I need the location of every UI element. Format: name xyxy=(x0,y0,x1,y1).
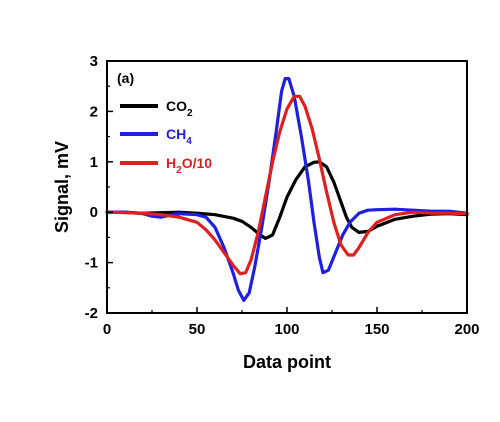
x-tick-label-1: 50 xyxy=(189,321,206,338)
legend-label-main-1: CH xyxy=(166,126,186,142)
y-axis-title: Signal, mV xyxy=(52,141,72,233)
panel-label: (a) xyxy=(117,70,134,86)
legend-label-tail-2: O/10 xyxy=(182,155,213,171)
y-tick-label-4: 2 xyxy=(90,103,98,120)
legend-label-main-2: H xyxy=(166,155,176,171)
legend-label-1: CH4 xyxy=(166,126,192,147)
ticks-layer xyxy=(106,60,468,314)
y-tick-label-2: 0 xyxy=(90,204,98,221)
series-line-0 xyxy=(105,160,469,240)
legend-label-sub-0: 2 xyxy=(187,108,193,119)
x-tick-label-3: 150 xyxy=(364,321,389,338)
series-line-1 xyxy=(105,77,469,302)
y-tick-label-3: 1 xyxy=(90,154,98,171)
legend-label-sub-1: 4 xyxy=(186,136,192,147)
y-tick-label-0: -2 xyxy=(85,305,98,322)
y-tick-label-5: 3 xyxy=(90,53,98,70)
legend-label-sub-2: 2 xyxy=(176,165,182,176)
x-axis-title: Data point xyxy=(243,352,331,372)
legend-label-0: CO2 xyxy=(166,98,193,119)
x-tick-label-4: 200 xyxy=(454,321,479,338)
tick-labels: 0 50 100 150 200 -2 -1 0 1 2 3 xyxy=(85,53,480,338)
legend-label-2: H2O/10 xyxy=(166,155,212,176)
x-tick-label-0: 0 xyxy=(103,321,111,338)
legend-label-main-0: CO xyxy=(166,98,187,114)
y-tick-label-1: -1 xyxy=(85,255,98,272)
series-line-2 xyxy=(105,94,469,276)
plot-frame xyxy=(106,60,468,314)
series-layer xyxy=(105,77,469,302)
x-tick-label-2: 100 xyxy=(274,321,299,338)
